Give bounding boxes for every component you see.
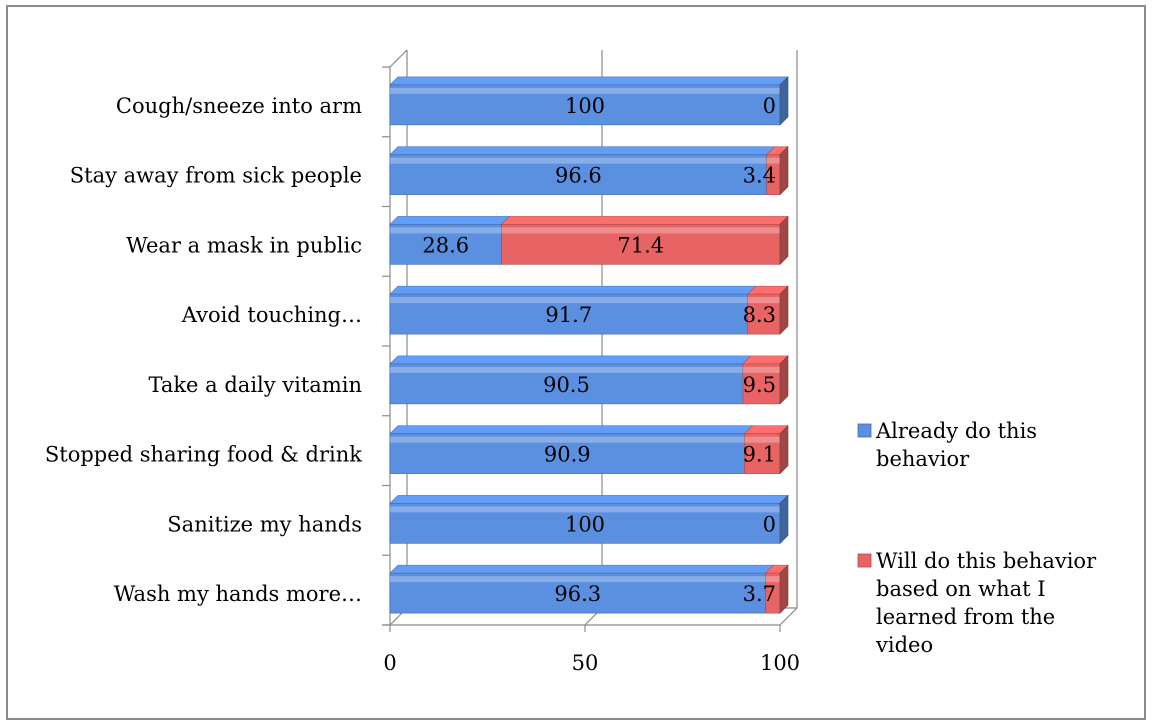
data-label-will-do: 0 (763, 512, 776, 536)
bar-top-face (389, 495, 789, 504)
bar-segment (389, 154, 768, 195)
data-label-already: 91.7 (545, 303, 592, 327)
data-label-will-do: 0 (763, 94, 776, 118)
x-tick-label: 100 (760, 651, 800, 675)
data-label-already: 90.5 (543, 373, 590, 397)
legend-label: video (875, 633, 933, 657)
legend-label: behavior (876, 447, 970, 471)
category-label: Wear a mask in public (126, 233, 362, 257)
category-label: Wash my hands more… (114, 582, 362, 606)
legend-label: Already do this (875, 419, 1037, 443)
data-label-already: 28.6 (422, 233, 469, 257)
bar-highlight (766, 157, 780, 164)
bar-side-face (779, 76, 789, 126)
floor-gridline (779, 607, 798, 626)
bar-top-face (389, 564, 775, 574)
bar-top-face (389, 76, 789, 86)
bar-highlight (390, 157, 767, 164)
data-label-will-do: 3.7 (743, 582, 776, 606)
data-label-already: 96.3 (554, 582, 601, 606)
bar-top-face (389, 146, 776, 155)
legend-swatch (857, 423, 872, 438)
bar-highlight (390, 576, 766, 583)
legend-swatch (857, 553, 872, 568)
legend-label: Will do this behavior (876, 549, 1097, 573)
category-label: Take a daily vitamin (148, 373, 362, 397)
bar-segment (389, 293, 748, 335)
bar-segment (389, 572, 766, 614)
bar-top-face (389, 355, 752, 365)
bar-highlight (747, 297, 780, 304)
bar-highlight (501, 227, 780, 234)
bar-highlight (390, 436, 745, 443)
x-tick-label: 0 (383, 651, 396, 675)
bar-side-face (779, 215, 789, 266)
bar-side-face (779, 494, 789, 545)
bar-segment (501, 224, 781, 265)
category-label: Cough/sneeze into arm (116, 94, 362, 118)
bar-highlight (390, 506, 780, 513)
legend-label: learned from the (876, 605, 1055, 629)
bar-side-face (779, 424, 789, 475)
data-label-already: 96.6 (555, 164, 602, 188)
bar-highlight (744, 436, 780, 443)
category-label: Sanitize my hands (167, 512, 362, 536)
legend-label: based on what I (876, 577, 1046, 601)
bar-highlight (390, 87, 780, 94)
bar-side-face (779, 285, 789, 335)
data-label-will-do: 9.5 (743, 373, 776, 397)
bar-side-face (779, 145, 789, 196)
bar-highlight (390, 297, 748, 304)
bar-side-face (779, 564, 789, 614)
category-label: Stopped sharing food & drink (45, 443, 362, 467)
data-label-will-do: 9.1 (743, 443, 776, 467)
category-label: Avoid touching… (181, 303, 362, 327)
bar-segment (389, 363, 744, 405)
bar-top-face (389, 216, 511, 225)
bar-top-face (389, 425, 754, 434)
bar-top-face (500, 216, 789, 225)
bar-highlight (390, 227, 502, 234)
category-label: Stay away from sick people (70, 164, 362, 188)
data-label-already: 100 (565, 94, 605, 118)
bar-segment (389, 224, 502, 265)
bar-highlight (765, 576, 780, 583)
x-tick-label: 50 (572, 651, 599, 675)
data-label-will-do: 8.3 (743, 303, 776, 327)
bar-segment (742, 363, 781, 405)
data-label-will-do: 71.4 (617, 233, 664, 257)
data-label-already: 100 (565, 512, 605, 536)
bar-top-face (389, 285, 757, 295)
data-label-already: 90.9 (544, 443, 591, 467)
bar-segment (389, 503, 781, 544)
bar-side-face (779, 355, 789, 405)
data-label-will-do: 3.4 (743, 164, 776, 188)
bar-highlight (742, 366, 780, 373)
wall-edge-top (389, 49, 408, 68)
bar-highlight (390, 366, 743, 373)
